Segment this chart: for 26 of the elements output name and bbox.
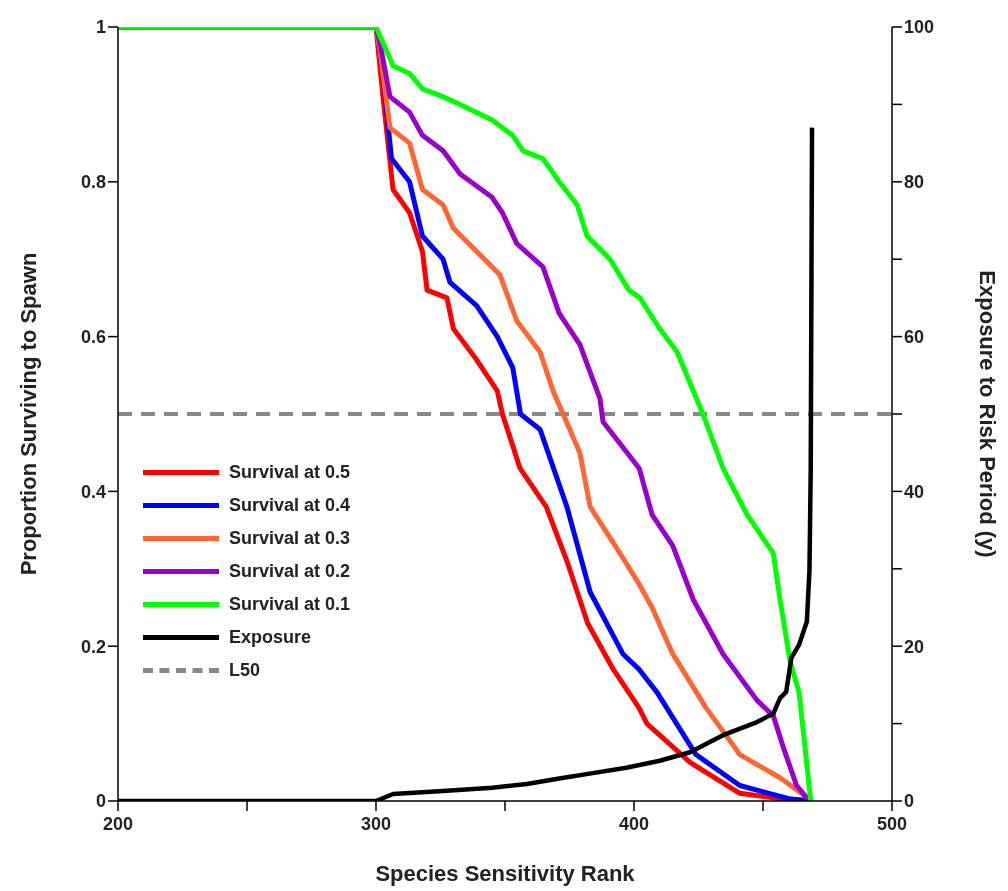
x-tick-label: 500 — [876, 813, 908, 834]
y-tick-label: 0.4 — [80, 481, 106, 502]
legend-label: L50 — [229, 660, 261, 681]
x-axis-title: Species Sensitivity Rank — [375, 861, 636, 886]
y2-axis-title: Exposure to Risk Period (y) — [975, 270, 1001, 558]
y-tick-label: 0.6 — [80, 326, 106, 347]
y2-tick-label: 100 — [904, 17, 935, 38]
y-tick-label: 0.8 — [80, 172, 106, 193]
y2-tick-label: 60 — [904, 326, 925, 347]
legend-label: Survival at 0.4 — [229, 495, 351, 516]
legend-label: Survival at 0.2 — [229, 561, 351, 582]
x-tick-label: 400 — [618, 813, 650, 834]
y-tick-label: 0 — [95, 791, 106, 812]
x-tick-label: 300 — [360, 813, 392, 834]
y2-tick-label: 20 — [904, 636, 925, 657]
y-tick-label: 0.2 — [80, 636, 106, 657]
legend-label: Survival at 0.1 — [229, 594, 351, 615]
y-tick-label: 1 — [95, 17, 106, 38]
legend-label: Survival at 0.5 — [229, 462, 351, 483]
y2-tick-label: 0 — [904, 791, 915, 812]
legend-label: Survival at 0.3 — [229, 528, 351, 549]
y2-tick-label: 80 — [904, 172, 925, 193]
y-axis-title: Proportion Surviving to Spawn — [15, 252, 41, 576]
legend-label: Exposure — [229, 627, 312, 648]
y2-tick-label: 40 — [904, 481, 925, 502]
x-tick-label: 200 — [102, 813, 134, 834]
